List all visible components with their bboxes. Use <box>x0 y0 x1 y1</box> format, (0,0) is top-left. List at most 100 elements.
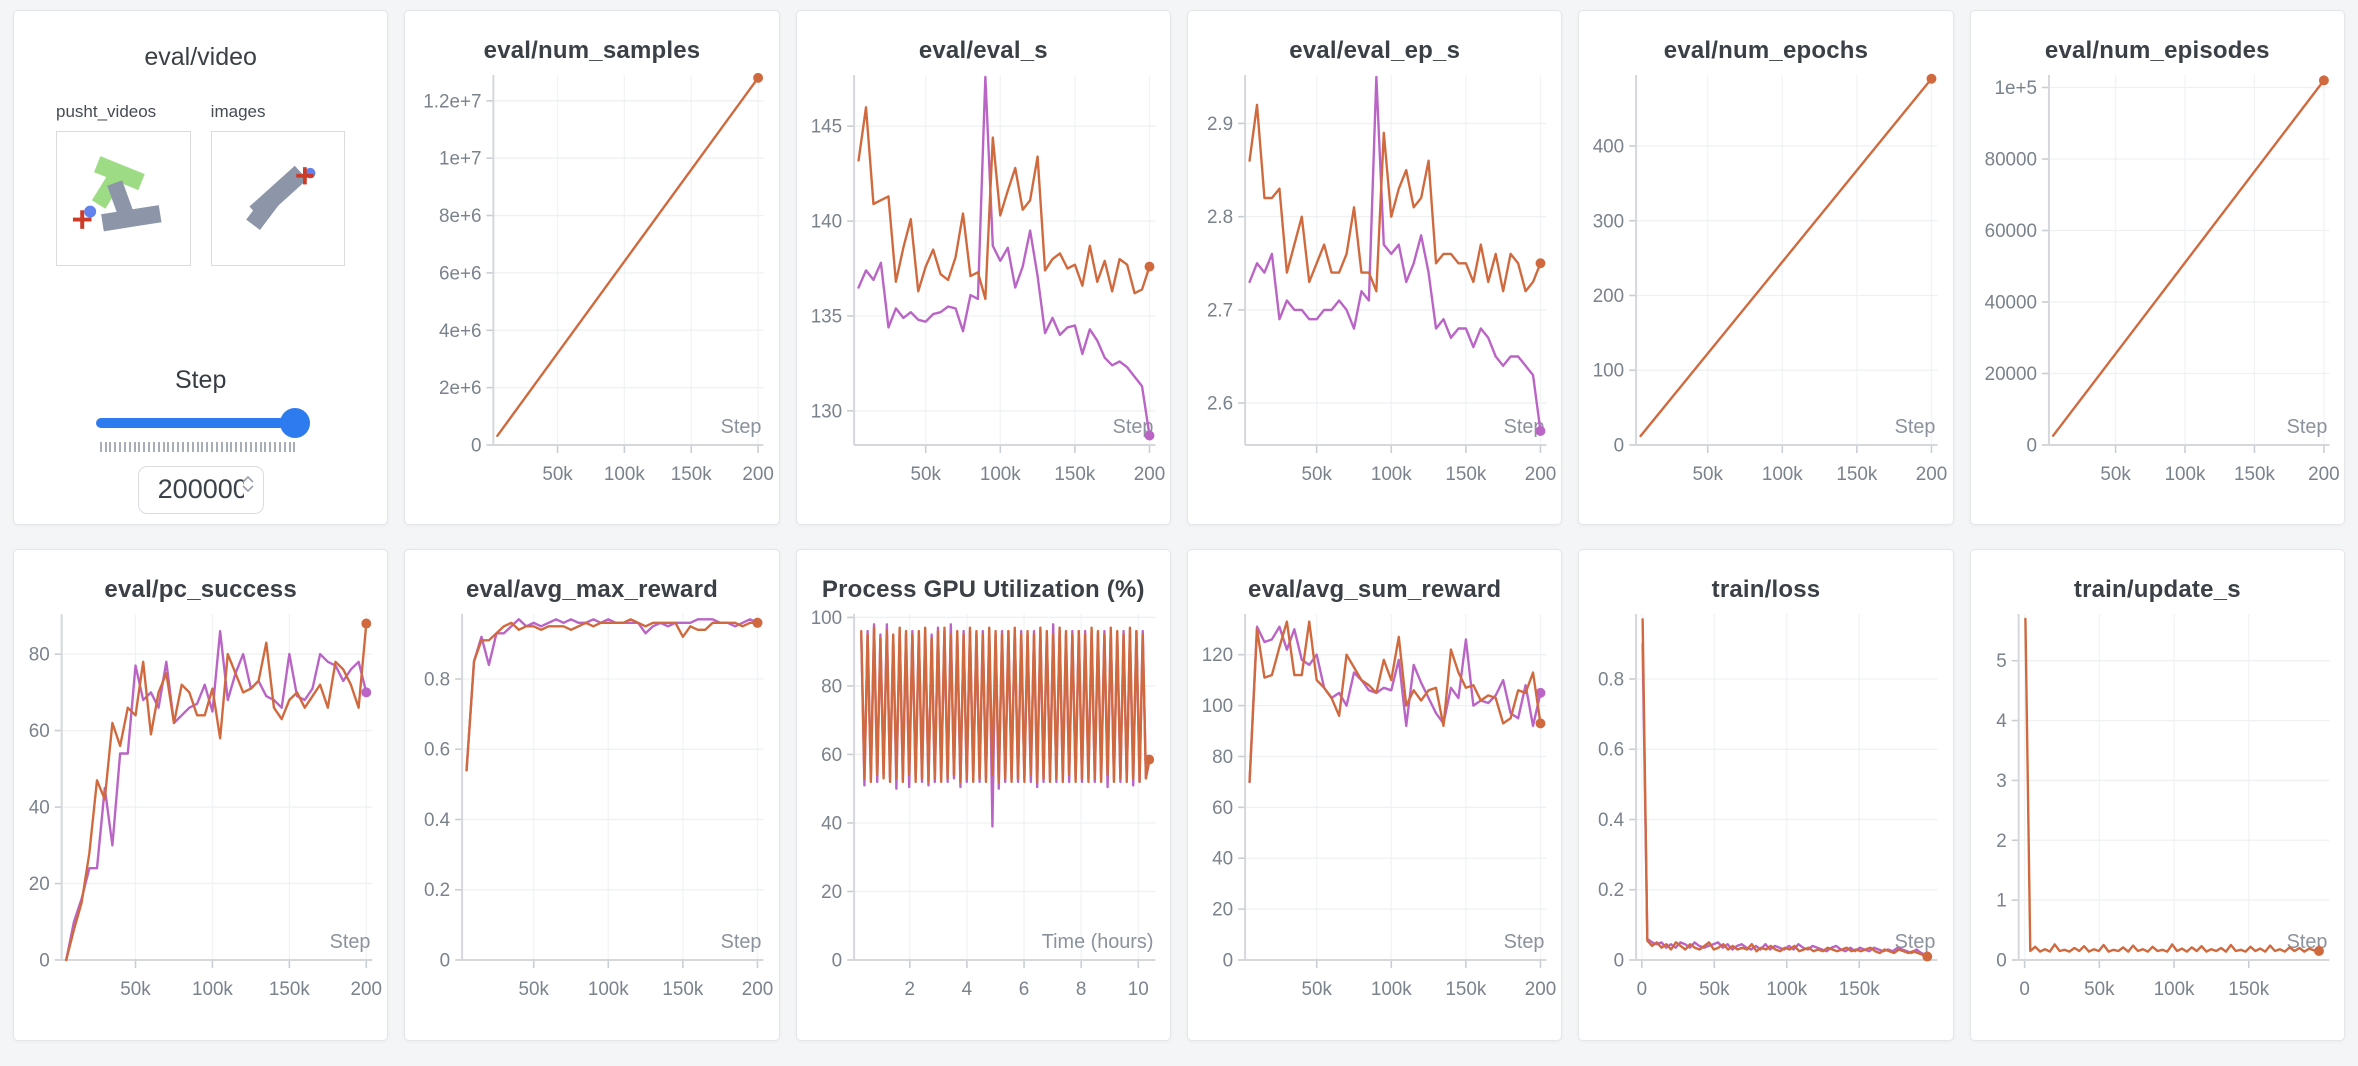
svg-text:100k: 100k <box>1762 464 1803 485</box>
chart-plot[interactable]: 0 50k 100k 150k 0 0.2 0.4 0.6 0.8 Step <box>1579 606 1952 1014</box>
svg-text:4e+6: 4e+6 <box>439 321 481 342</box>
svg-text:20: 20 <box>821 882 842 903</box>
chart-plot[interactable]: 50k 100k 150k 200 0 2e+6 4e+6 6e+6 8e+6 1e+7 1.2e+… <box>405 67 778 499</box>
chart-panel-train-update_s: train/update_s 0 50k 100k 150k 0 1 2 3 4 5 Step <box>1969 549 2345 1041</box>
svg-text:40000: 40000 <box>1984 292 2036 313</box>
chart-plot[interactable]: 50k 100k 150k 200 0 20000 40000 60000 80000 1e+5 S… <box>1971 67 2344 499</box>
svg-text:80000: 80000 <box>1984 149 2036 170</box>
chart-plot[interactable]: 50k 100k 150k 200 0 20 40 60 80 100 120 Step <box>1188 606 1561 1014</box>
video-panel-title: eval/video <box>144 43 257 71</box>
chart-panel-eval-avg_sum_reward: eval/avg_sum_reward 50k 100k 150k 200 0 20 40 6… <box>1187 549 1563 1041</box>
svg-text:100: 100 <box>810 608 841 629</box>
svg-text:150k: 150k <box>1445 979 1486 1000</box>
step-slider-label: Step <box>174 365 227 394</box>
chart-plot[interactable]: 50k 100k 150k 200 0 100 200 300 400 Step <box>1579 67 1952 499</box>
svg-text:6e+6: 6e+6 <box>439 263 481 284</box>
svg-text:4: 4 <box>961 979 971 1000</box>
chart-title: eval/pc_success <box>104 576 297 603</box>
chart-plot[interactable]: 50k 100k 150k 200 0 0.2 0.4 0.6 0.8 Step <box>405 606 778 1014</box>
svg-text:50k: 50k <box>910 464 941 485</box>
svg-text:8: 8 <box>1076 979 1086 1000</box>
svg-text:50k: 50k <box>1699 979 1730 1000</box>
chart-panel-train-loss: train/loss 0 50k 100k 150k 0 0.2 0.4 0.6 0.8 Step <box>1578 549 1954 1041</box>
svg-text:2.8: 2.8 <box>1207 207 1233 228</box>
svg-text:50k: 50k <box>519 979 550 1000</box>
svg-text:0.8: 0.8 <box>424 669 450 690</box>
svg-text:200: 200 <box>1133 464 1164 485</box>
svg-text:20000: 20000 <box>1984 364 2036 385</box>
svg-text:3: 3 <box>1996 771 2006 792</box>
svg-text:50k: 50k <box>2084 979 2115 1000</box>
svg-text:8e+6: 8e+6 <box>439 206 481 227</box>
pusht-video-thumbnail[interactable] <box>56 131 191 266</box>
chart-plot[interactable]: 50k 100k 150k 200 0 20 40 60 80 Step <box>14 606 387 1014</box>
svg-text:2.6: 2.6 <box>1207 394 1233 415</box>
svg-text:100k: 100k <box>1767 979 1808 1000</box>
svg-text:150k: 150k <box>1839 979 1880 1000</box>
svg-text:100: 100 <box>1593 361 1624 382</box>
svg-text:0: 0 <box>471 435 481 456</box>
chart-title: eval/eval_s <box>918 37 1048 64</box>
svg-text:150k: 150k <box>1054 464 1095 485</box>
chart-panel-eval-avg_max_reward: eval/avg_max_reward 50k 100k 150k 200 0 0.2 0.… <box>404 549 780 1041</box>
svg-text:Step: Step <box>1895 416 1936 438</box>
svg-text:0: 0 <box>2026 435 2036 456</box>
target-cross-icon <box>295 167 314 185</box>
svg-text:5: 5 <box>1996 651 2006 672</box>
svg-text:150k: 150k <box>2228 979 2269 1000</box>
svg-text:0: 0 <box>2019 979 2029 1000</box>
svg-text:200: 200 <box>2308 464 2339 485</box>
step-slider[interactable] <box>95 407 310 454</box>
svg-text:140: 140 <box>810 212 841 233</box>
svg-text:40: 40 <box>821 813 842 834</box>
media-item-images: images <box>210 102 346 266</box>
svg-text:40: 40 <box>1212 849 1233 870</box>
svg-text:2: 2 <box>904 979 914 1000</box>
svg-text:120: 120 <box>1202 645 1233 666</box>
svg-text:200: 200 <box>1916 464 1947 485</box>
stepper-down-icon[interactable] <box>242 485 254 492</box>
chart-panel-eval-num_episodes: eval/num_episodes 50k 100k 150k 200 0 20000 40… <box>1969 10 2345 525</box>
svg-text:0.4: 0.4 <box>424 810 450 831</box>
svg-text:100k: 100k <box>192 979 233 1000</box>
svg-text:0.2: 0.2 <box>424 880 450 901</box>
svg-text:Step: Step <box>330 931 371 953</box>
chart-title: Process GPU Utilization (%) <box>821 576 1145 603</box>
slider-track[interactable] <box>95 417 306 428</box>
svg-text:Step: Step <box>721 416 762 438</box>
svg-text:300: 300 <box>1593 211 1624 232</box>
image-thumbnail[interactable] <box>210 131 346 266</box>
svg-text:2.7: 2.7 <box>1207 300 1233 321</box>
svg-text:0.6: 0.6 <box>1598 740 1624 761</box>
chart-title: eval/num_episodes <box>2044 37 2270 64</box>
svg-text:80: 80 <box>1212 747 1233 768</box>
svg-text:0: 0 <box>1614 950 1624 971</box>
step-input[interactable] <box>157 474 244 506</box>
pusht-env-render <box>72 156 162 232</box>
chart-title: eval/num_epochs <box>1663 37 1869 64</box>
stepper-up-icon[interactable] <box>242 475 254 483</box>
chart-panel-eval-eval_ep_s: eval/eval_ep_s 50k 100k 150k 200 2.6 2.7 2.8 2.… <box>1187 10 1563 525</box>
svg-text:60000: 60000 <box>1984 221 2036 242</box>
svg-text:80: 80 <box>29 645 50 666</box>
svg-text:100k: 100k <box>2153 979 2194 1000</box>
svg-text:50k: 50k <box>1301 464 1332 485</box>
chart-plot[interactable]: 50k 100k 150k 200 130 135 140 145 Step <box>797 67 1170 499</box>
slider-ticks <box>99 441 296 452</box>
svg-text:50k: 50k <box>543 464 574 485</box>
svg-text:150k: 150k <box>2234 464 2275 485</box>
svg-text:200: 200 <box>351 979 382 1000</box>
svg-text:20: 20 <box>29 874 50 895</box>
svg-text:Step: Step <box>2286 416 2327 438</box>
chart-plot[interactable]: 50k 100k 150k 200 2.6 2.7 2.8 2.9 Step <box>1188 67 1561 499</box>
media-item-pusht-videos: pusht_videos <box>56 102 191 266</box>
chart-panel-eval-pc_success: eval/pc_success 50k 100k 150k 200 0 20 40 60 80 S… <box>13 549 389 1041</box>
svg-text:150k: 150k <box>671 464 712 485</box>
svg-text:200: 200 <box>1525 979 1556 1000</box>
agent-dot <box>84 205 97 218</box>
slider-handle[interactable] <box>279 407 310 438</box>
media-label: images <box>210 102 266 121</box>
svg-text:50k: 50k <box>1693 464 1724 485</box>
